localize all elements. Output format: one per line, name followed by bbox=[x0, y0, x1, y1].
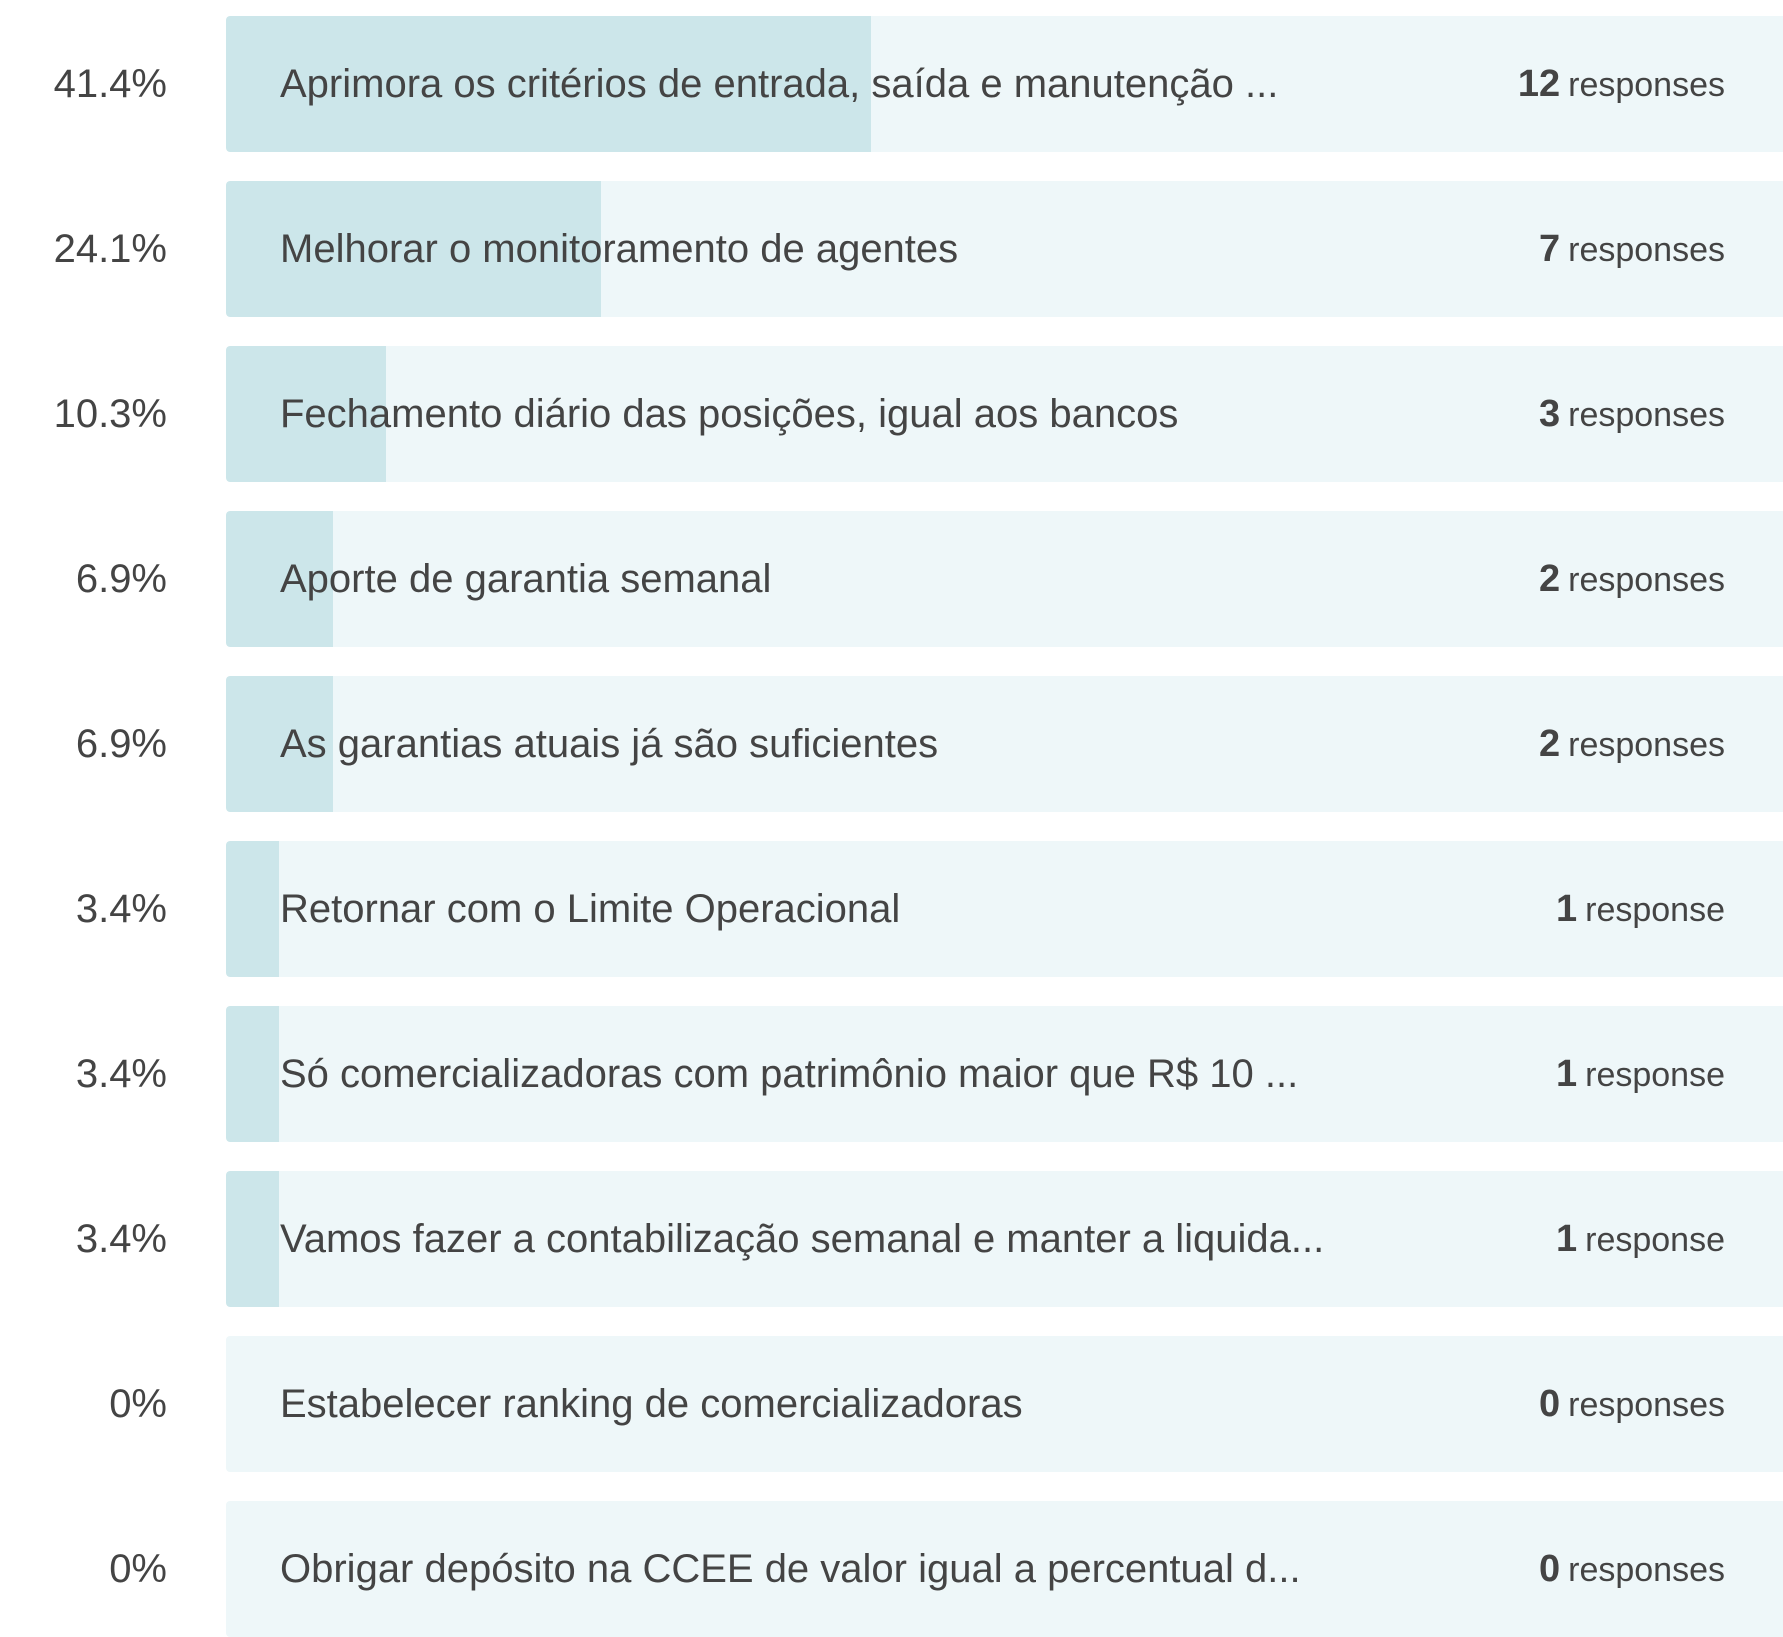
count-unit: response bbox=[1585, 1056, 1725, 1094]
bar-track: Fechamento diário das posições, igual ao… bbox=[226, 346, 1783, 482]
count-number: 0 bbox=[1538, 1383, 1561, 1425]
percent-label: 3.4% bbox=[75, 1052, 167, 1096]
bar bbox=[226, 676, 334, 812]
option-row: 0% Obrigar depósito na CCEE de valor igua… bbox=[0, 1501, 1783, 1637]
option-label: Melhorar o monitoramento de agentes bbox=[280, 227, 959, 271]
option-row: 41.4% Aprimora os critérios de entrada, s… bbox=[0, 16, 1783, 152]
count-unit: response bbox=[1585, 1221, 1725, 1259]
option-label: Aprimora os critérios de entrada, saída … bbox=[280, 62, 1279, 106]
response-count: 2 responses bbox=[1539, 676, 1725, 812]
count-number: 12 bbox=[1517, 63, 1561, 105]
count-number: 1 bbox=[1555, 888, 1578, 930]
count-number: 0 bbox=[1538, 1548, 1561, 1590]
response-count: 0 responses bbox=[1539, 1501, 1725, 1637]
bar-track: Melhorar o monitoramento de agentes 7 resp… bbox=[226, 181, 1783, 317]
response-count: 7 responses bbox=[1539, 181, 1725, 317]
percent-label: 0% bbox=[109, 1382, 167, 1426]
count-unit: responses bbox=[1568, 66, 1725, 104]
bar-track: Retornar com o Limite Operacional 1 respon… bbox=[226, 841, 1783, 977]
count-number: 1 bbox=[1555, 1218, 1578, 1260]
option-row: 24.1% Melhorar o monitoramento de agentes… bbox=[0, 181, 1783, 317]
response-count: 0 responses bbox=[1539, 1336, 1725, 1472]
response-count: 3 responses bbox=[1539, 346, 1725, 482]
option-row: 10.3% Fechamento diário das posições, igu… bbox=[0, 346, 1783, 482]
bar-track: Aprimora os critérios de entrada, saída … bbox=[226, 16, 1783, 152]
bar-track: Estabelecer ranking de comercializadoras… bbox=[226, 1336, 1783, 1472]
bar bbox=[226, 1006, 279, 1142]
bar bbox=[226, 841, 279, 977]
option-row: 3.4% Vamos fazer a contabilização semanal… bbox=[0, 1171, 1783, 1307]
bar-track: Obrigar depósito na CCEE de valor igual … bbox=[226, 1501, 1783, 1637]
bar bbox=[226, 181, 602, 317]
bar-track: As garantias atuais já são suficientes 2 r… bbox=[226, 676, 1783, 812]
response-count: 12 responses bbox=[1518, 16, 1725, 152]
count-unit: responses bbox=[1568, 231, 1725, 269]
option-label: Vamos fazer a contabilização semanal e m… bbox=[280, 1217, 1325, 1261]
bar bbox=[226, 346, 387, 482]
option-label: Fechamento diário das posições, igual ao… bbox=[280, 392, 1179, 436]
percent-label: 10.3% bbox=[53, 392, 167, 436]
percent-label: 3.4% bbox=[75, 887, 167, 931]
option-label: Obrigar depósito na CCEE de valor igual … bbox=[280, 1547, 1301, 1591]
bar bbox=[226, 16, 871, 152]
count-unit: responses bbox=[1568, 396, 1725, 434]
count-number: 3 bbox=[1538, 393, 1561, 435]
response-count: 1 response bbox=[1556, 841, 1725, 977]
count-number: 2 bbox=[1538, 558, 1561, 600]
count-number: 2 bbox=[1538, 723, 1561, 765]
percent-label: 24.1% bbox=[53, 227, 167, 271]
percent-label: 41.4% bbox=[53, 62, 167, 106]
count-unit: responses bbox=[1568, 726, 1725, 764]
count-unit: responses bbox=[1568, 1551, 1725, 1589]
bar-track: Só comercializadoras com patrimônio maio… bbox=[226, 1006, 1783, 1142]
option-row: 3.4% Só comercializadoras com patrimônio … bbox=[0, 1006, 1783, 1142]
option-row: 6.9% Aporte de garantia semanal 2 responses bbox=[0, 511, 1783, 647]
bar bbox=[226, 511, 334, 647]
count-unit: response bbox=[1585, 891, 1725, 929]
bar bbox=[226, 1171, 279, 1307]
option-label: Retornar com o Limite Operacional bbox=[280, 887, 901, 931]
option-label: Só comercializadoras com patrimônio maio… bbox=[280, 1052, 1299, 1096]
count-unit: responses bbox=[1568, 561, 1725, 599]
percent-label: 0% bbox=[109, 1547, 167, 1591]
bar-track: Aporte de garantia semanal 2 responses bbox=[226, 511, 1783, 647]
percent-label: 6.9% bbox=[75, 722, 167, 766]
response-count: 1 response bbox=[1556, 1006, 1725, 1142]
option-label: Estabelecer ranking de comercializadoras bbox=[280, 1382, 1023, 1426]
count-number: 1 bbox=[1555, 1053, 1578, 1095]
percent-label: 6.9% bbox=[75, 557, 167, 601]
option-row: 6.9% As garantias atuais já são suficient… bbox=[0, 676, 1783, 812]
bar-track: Vamos fazer a contabilização semanal e m… bbox=[226, 1171, 1783, 1307]
response-count: 2 responses bbox=[1539, 511, 1725, 647]
option-label: Aporte de garantia semanal bbox=[280, 557, 772, 601]
option-label: As garantias atuais já são suficientes bbox=[280, 722, 939, 766]
count-number: 7 bbox=[1538, 228, 1561, 270]
percent-label: 3.4% bbox=[75, 1217, 167, 1261]
count-unit: responses bbox=[1568, 1386, 1725, 1424]
option-row: 3.4% Retornar com o Limite Operacional 1 re… bbox=[0, 841, 1783, 977]
response-count: 1 response bbox=[1556, 1171, 1725, 1307]
option-row: 0% Estabelecer ranking de comercializador… bbox=[0, 1336, 1783, 1472]
